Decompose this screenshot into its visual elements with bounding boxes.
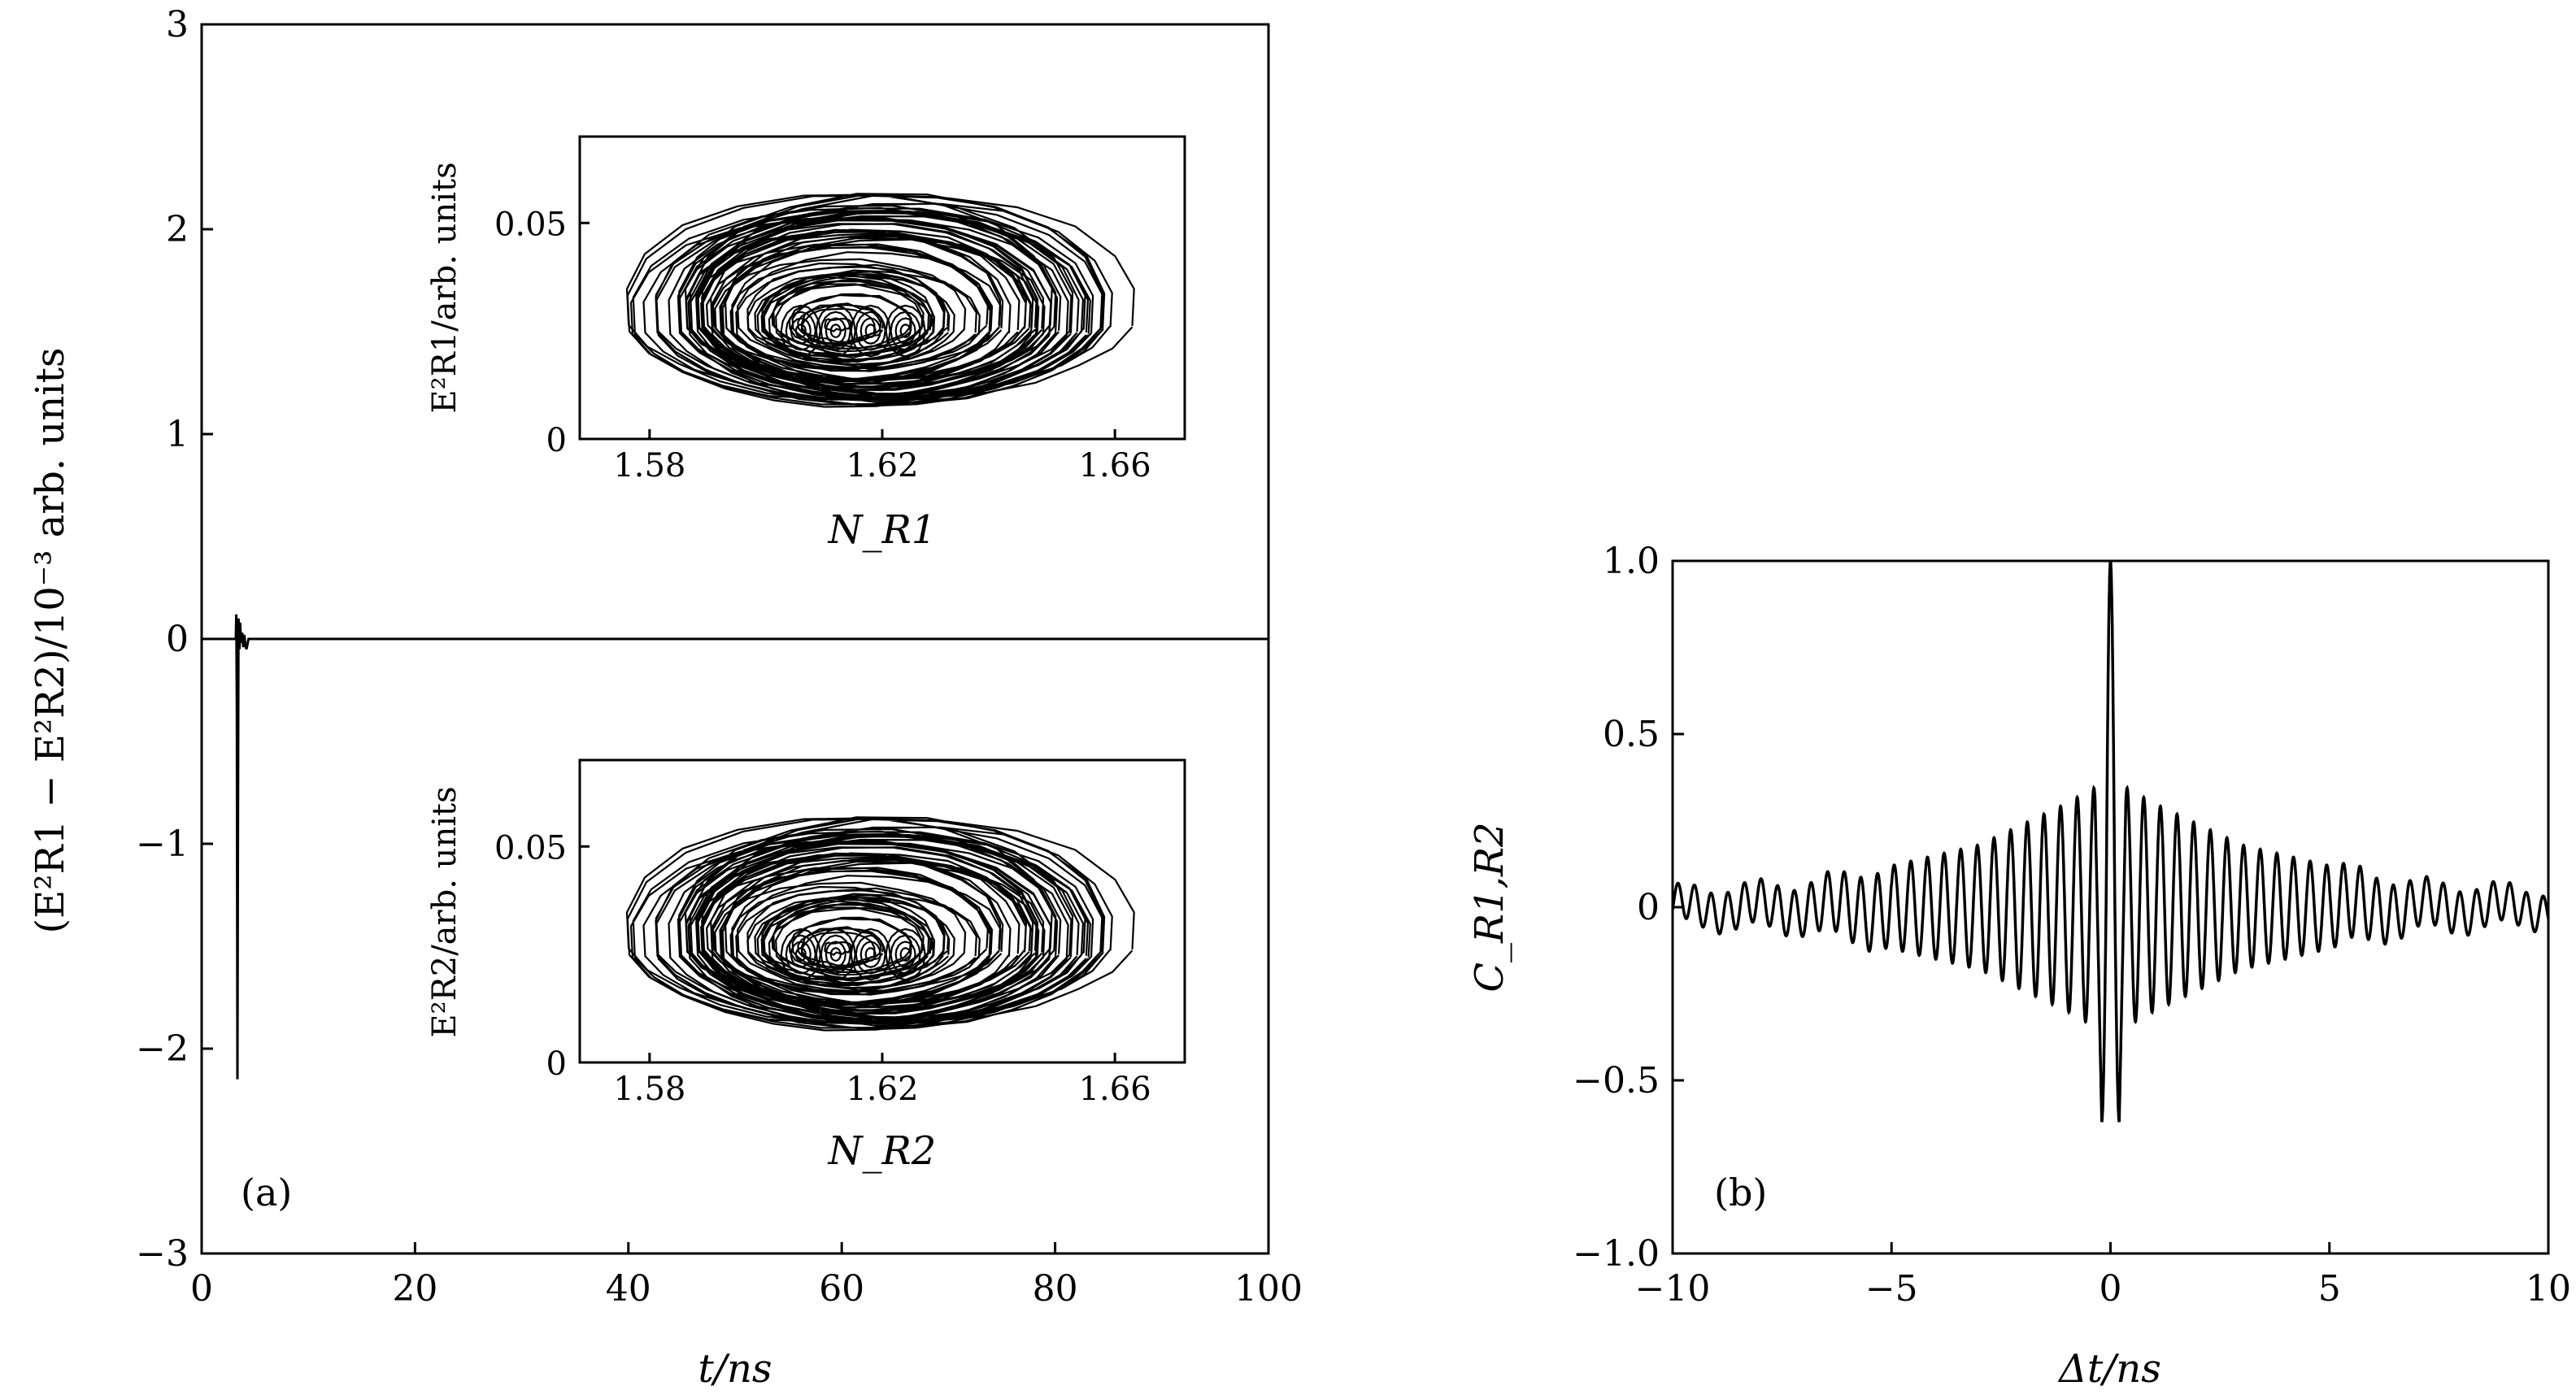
panel-b-x-ticks: −10 −5 0 5 10 <box>1635 1242 2571 1310</box>
inset-top-x-tick-label: 1.66 <box>1079 447 1151 484</box>
panel-a-x-ticks: 0 20 40 60 80 100 <box>190 1242 1303 1310</box>
inset-bottom-y-tick-label: 0.05 <box>494 829 567 867</box>
inset-bottom: 1.58 1.62 1.66 00.05 N_R2 E²R2/arb. units <box>426 758 1186 1174</box>
panel-b-y-axis-label: C_R1,R2 <box>1467 822 1512 992</box>
panel-b-y-tick-label: 0.5 <box>1603 714 1660 755</box>
inset-top-x-tick-label: 1.62 <box>846 447 918 484</box>
inset-top-y-ticks: 00.05 <box>494 206 590 459</box>
panel-a-label: (a) <box>241 1171 292 1214</box>
panel-a-x-tick-label: 60 <box>819 1268 864 1310</box>
panel-b-x-tick-label: 0 <box>2100 1268 2122 1310</box>
panel-a-y-tick-label: −3 <box>136 1233 189 1275</box>
panel-b-x-tick-label: −5 <box>1865 1268 1918 1310</box>
inset-bottom-y-axis-label: E²R2/arb. units <box>426 786 463 1037</box>
inset-bottom-x-axis-label: N_R2 <box>828 1128 937 1174</box>
inset-top-attractor <box>625 193 1135 408</box>
inset-bottom-x-tick-label: 1.66 <box>1079 1071 1151 1108</box>
inset-top: 1.58 1.62 1.66 00.05 N_R1 E²R1/arb. units <box>426 135 1186 553</box>
panel-a-x-tick-label: 0 <box>190 1268 213 1310</box>
panel-b: −10 −5 0 5 10 −1.0 −0.5 0 0.5 1.0 (b) Δt/ns C_R1… <box>1467 541 2571 1392</box>
panel-a-y-tick-label: −2 <box>136 1028 189 1070</box>
panel-b-y-tick-label: 0 <box>1637 887 1660 928</box>
panel-a-x-tick-label: 100 <box>1234 1268 1303 1310</box>
panel-b-x-tick-label: −10 <box>1635 1268 1711 1310</box>
panel-a-y-tick-label: 1 <box>166 414 189 455</box>
panel-a-y-axis-label: (E²R1 − E²R2)/10⁻³ arb. units <box>28 347 73 933</box>
inset-top-x-axis-label: N_R1 <box>828 507 937 553</box>
panel-a-y-tick-label: 3 <box>166 4 189 46</box>
panel-b-label: (b) <box>1714 1171 1767 1214</box>
inset-top-y-tick-label: 0 <box>546 422 567 459</box>
panel-a-x-tick-label: 20 <box>392 1268 437 1310</box>
inset-top-x-tick-label: 1.58 <box>613 447 685 484</box>
panel-b-y-tick-label: −1.0 <box>1573 1233 1660 1275</box>
panel-b-y-ticks: −1.0 −0.5 0 0.5 1.0 <box>1573 541 1684 1275</box>
inset-bottom-y-tick-label: 0 <box>546 1045 567 1083</box>
panel-b-x-tick-label: 5 <box>2318 1268 2341 1310</box>
inset-bottom-y-ticks: 00.05 <box>494 829 590 1083</box>
panel-a-y-tick-label: −1 <box>136 823 189 865</box>
inset-top-x-ticks: 1.58 1.62 1.66 <box>613 429 1151 484</box>
panel-a-y-tick-label: 0 <box>166 619 189 660</box>
inset-bottom-x-ticks: 1.58 1.62 1.66 <box>613 1053 1151 1108</box>
panel-a-y-tick-label: 2 <box>166 209 189 250</box>
panel-a-x-tick-label: 40 <box>606 1268 651 1310</box>
panel-b-series-line <box>1671 560 2550 1123</box>
panel-b-frame <box>1671 559 2550 1255</box>
attractor-trajectory <box>625 193 1135 408</box>
panel-a-x-tick-label: 80 <box>1033 1268 1078 1310</box>
inset-bottom-x-tick-label: 1.62 <box>846 1071 918 1108</box>
panel-b-x-axis-label: Δt/ns <box>2057 1346 2161 1392</box>
panel-b-x-tick-label: 10 <box>2526 1268 2571 1310</box>
panel-a-y-ticks: −3 −2 −1 0 1 2 3 <box>136 4 213 1275</box>
panel-b-y-tick-label: 1.0 <box>1603 541 1660 582</box>
panel-a-x-axis-label: t/ns <box>698 1346 772 1392</box>
inset-top-y-tick-label: 0.05 <box>494 206 567 243</box>
inset-bottom-x-tick-label: 1.58 <box>613 1071 685 1108</box>
attractor-trajectory <box>625 816 1135 1032</box>
panel-a: 0 20 40 60 80 100 −3 −2 −1 0 1 2 3 (a) t/ns (E²R1 −… <box>28 4 1303 1392</box>
panel-b-y-tick-label: −0.5 <box>1573 1060 1660 1101</box>
panel-a-series-line <box>202 614 1268 1080</box>
inset-top-y-axis-label: E²R1/arb. units <box>426 162 463 413</box>
inset-bottom-attractor <box>625 816 1135 1032</box>
